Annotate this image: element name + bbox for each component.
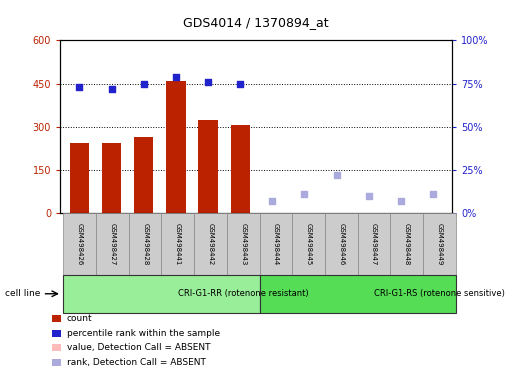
Point xyxy=(268,198,277,204)
Bar xyxy=(102,143,121,213)
Text: value, Detection Call = ABSENT: value, Detection Call = ABSENT xyxy=(67,343,210,353)
Text: CRI-G1-RS (rotenone sensitive): CRI-G1-RS (rotenone sensitive) xyxy=(374,289,505,298)
Text: GSM498443: GSM498443 xyxy=(240,223,246,265)
Text: GSM498427: GSM498427 xyxy=(109,223,116,265)
Text: GDS4014 / 1370894_at: GDS4014 / 1370894_at xyxy=(184,16,329,29)
Point xyxy=(107,86,116,92)
Point xyxy=(397,198,405,204)
Bar xyxy=(134,137,153,213)
Point xyxy=(75,84,84,90)
Text: GSM498428: GSM498428 xyxy=(142,223,148,265)
Text: CRI-G1-RR (rotenone resistant): CRI-G1-RR (rotenone resistant) xyxy=(178,289,309,298)
Point xyxy=(172,73,180,79)
Text: GSM498444: GSM498444 xyxy=(273,223,279,265)
Text: cell line: cell line xyxy=(5,289,41,298)
Point xyxy=(204,79,212,85)
Point xyxy=(236,81,244,87)
Bar xyxy=(198,119,218,213)
Point xyxy=(365,193,373,199)
Text: GSM498447: GSM498447 xyxy=(371,223,377,265)
Text: GSM498441: GSM498441 xyxy=(175,223,181,265)
Text: GSM498449: GSM498449 xyxy=(436,223,442,265)
Text: percentile rank within the sample: percentile rank within the sample xyxy=(67,329,220,338)
Text: GSM498448: GSM498448 xyxy=(404,223,410,265)
Point xyxy=(333,172,341,178)
Bar xyxy=(231,125,250,213)
Point xyxy=(429,191,437,197)
Point xyxy=(300,191,309,197)
Text: GSM498446: GSM498446 xyxy=(338,223,344,265)
Text: GSM498445: GSM498445 xyxy=(305,223,312,265)
Bar xyxy=(70,142,89,213)
Point xyxy=(140,81,148,87)
Text: GSM498426: GSM498426 xyxy=(77,223,83,265)
Text: GSM498442: GSM498442 xyxy=(208,223,213,265)
Bar xyxy=(166,81,186,213)
Text: count: count xyxy=(67,314,93,323)
Text: rank, Detection Call = ABSENT: rank, Detection Call = ABSENT xyxy=(67,358,206,367)
